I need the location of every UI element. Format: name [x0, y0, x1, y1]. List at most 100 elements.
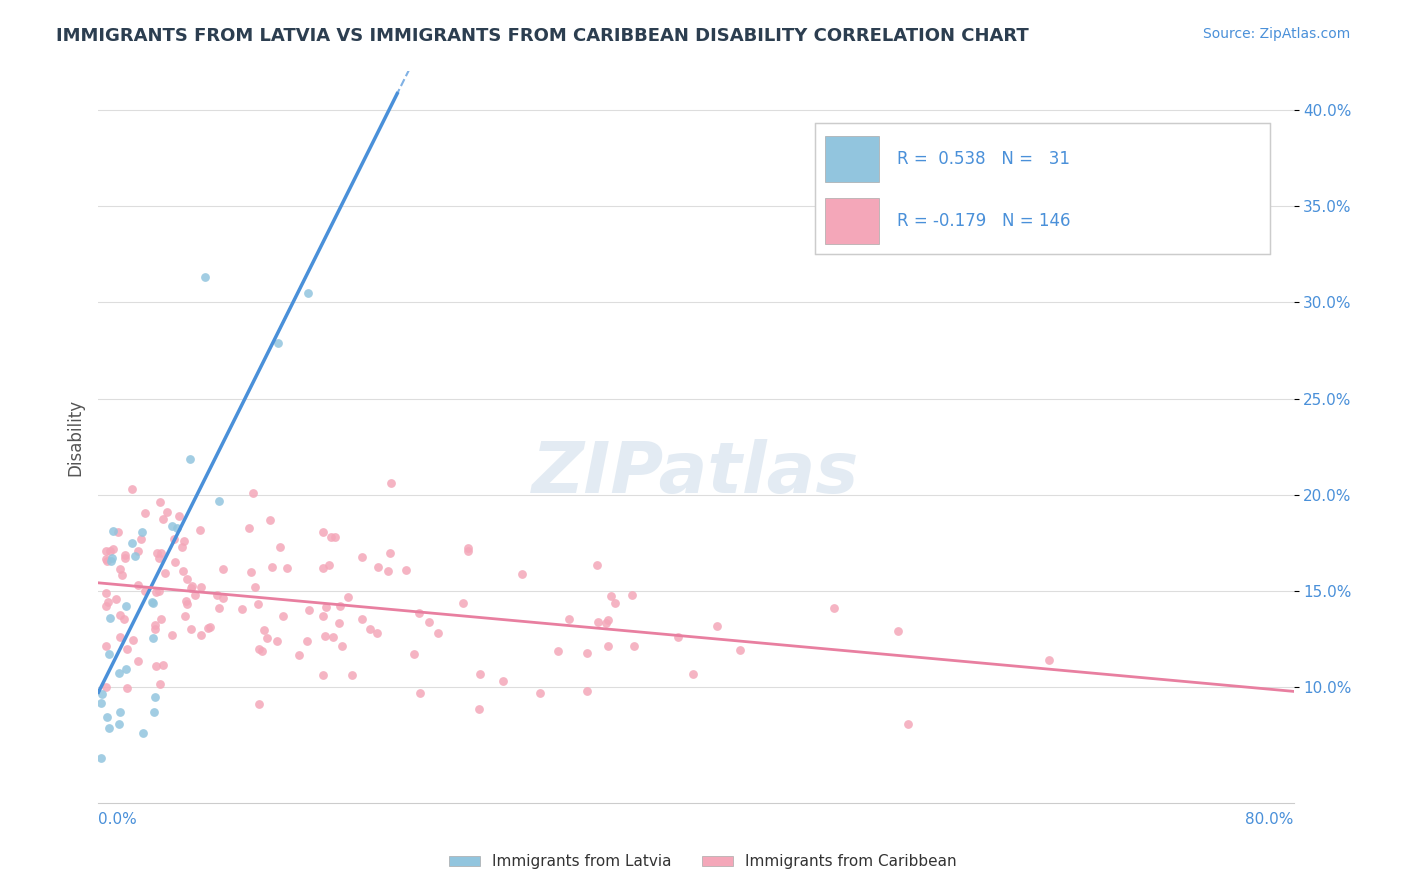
Point [149, 677, 172, 691]
Point [598, 614, 620, 628]
Point [145, 659, 167, 673]
Point [156, 505, 179, 519]
Point [276, 561, 298, 575]
Point [110, 607, 132, 622]
Point [105, 592, 128, 607]
Point [108, 630, 131, 644]
Point [328, 616, 350, 631]
Point [319, 530, 342, 544]
Point [240, 565, 263, 579]
Point [165, 556, 187, 570]
Point [366, 626, 388, 640]
Point [231, 602, 253, 616]
Point [298, 603, 321, 617]
Point [188, 524, 211, 538]
Point [98, 544, 121, 558]
Point [107, 524, 129, 539]
Legend: Immigrants from Latvia, Immigrants from Caribbean: Immigrants from Latvia, Immigrants from … [443, 848, 963, 875]
Point [197, 621, 219, 635]
Point [170, 540, 193, 554]
Point [311, 524, 333, 539]
Point [682, 666, 704, 681]
Point [297, 633, 319, 648]
Point [1038, 653, 1060, 667]
Point [124, 549, 146, 563]
Point [318, 558, 340, 573]
Point [823, 600, 845, 615]
Point [205, 588, 228, 602]
Point [512, 567, 534, 582]
Point [100, 554, 122, 568]
Point [426, 626, 449, 640]
Point [134, 583, 156, 598]
Point [621, 588, 644, 602]
Point [172, 564, 194, 578]
Point [312, 668, 335, 682]
Point [269, 541, 291, 555]
Point [404, 647, 426, 661]
Point [897, 716, 920, 731]
Point [576, 646, 599, 660]
Point [595, 616, 617, 631]
Point [155, 566, 177, 580]
Point [143, 706, 166, 720]
Point [332, 639, 354, 653]
Point [380, 546, 402, 560]
Point [121, 535, 143, 549]
Point [90, 696, 112, 710]
Point [315, 599, 337, 614]
Point [588, 615, 610, 630]
Point [96, 554, 118, 568]
Point [238, 521, 260, 535]
Point [110, 562, 132, 576]
Text: Source: ZipAtlas.com: Source: ZipAtlas.com [1202, 27, 1350, 41]
Point [312, 560, 335, 574]
Point [143, 622, 166, 636]
Point [152, 658, 174, 673]
Point [131, 525, 153, 540]
Point [200, 620, 222, 634]
Point [115, 641, 138, 656]
Point [208, 601, 231, 615]
Point [576, 683, 599, 698]
Point [112, 611, 135, 625]
Text: 80.0%: 80.0% [1246, 813, 1294, 828]
Point [127, 544, 149, 558]
Point [94, 552, 117, 566]
Point [90, 751, 112, 765]
Point [122, 632, 145, 647]
Point [180, 622, 202, 636]
Point [94, 681, 117, 695]
Point [127, 655, 149, 669]
Point [179, 452, 201, 467]
Point [312, 609, 335, 624]
Point [605, 596, 627, 610]
Point [114, 548, 136, 562]
Point [491, 673, 513, 688]
Point [115, 662, 138, 676]
Point [100, 551, 122, 566]
Point [141, 595, 163, 609]
Point [190, 628, 212, 642]
Point [176, 598, 198, 612]
Point [207, 493, 229, 508]
Point [329, 599, 352, 613]
Point [314, 629, 336, 643]
Point [173, 533, 195, 548]
Point [101, 541, 124, 556]
Point [91, 687, 114, 701]
Point [706, 619, 728, 633]
Point [194, 269, 217, 284]
Point [115, 681, 138, 696]
Point [246, 597, 269, 611]
Point [352, 549, 374, 564]
Point [323, 530, 346, 544]
Point [252, 644, 274, 658]
Point [174, 609, 197, 624]
Point [600, 589, 623, 603]
Point [359, 622, 381, 636]
Point [94, 586, 117, 600]
Point [143, 617, 166, 632]
Point [114, 599, 136, 614]
Point [148, 551, 170, 566]
